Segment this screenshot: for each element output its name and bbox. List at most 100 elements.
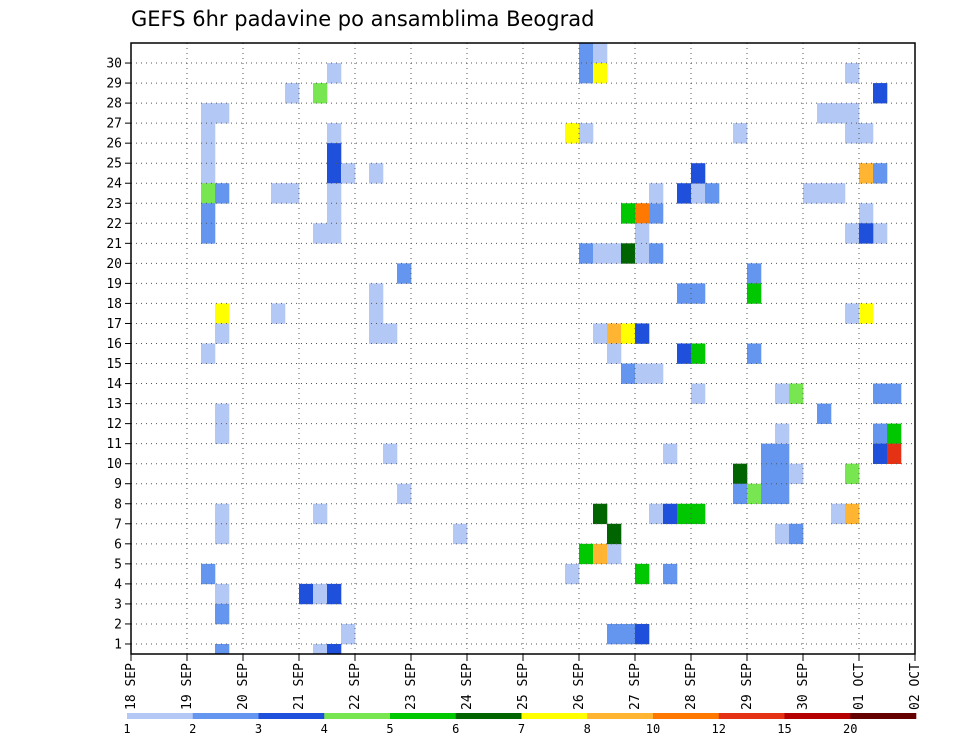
y-tick-label: 23 [106,197,122,212]
precip-cell [859,203,874,224]
precip-cell [635,223,650,244]
precip-cell [691,343,706,364]
precip-cell [635,243,650,264]
precip-cell [747,283,762,304]
y-tick-label: 26 [106,137,122,152]
y-tick-label: 12 [106,417,122,432]
precip-cell [607,543,622,565]
precip-cell [327,643,342,655]
precip-cell [201,203,216,224]
colorbar-segment [324,713,391,719]
y-tick-label: 27 [106,117,122,132]
colorbar-label: 5 [386,722,393,736]
precip-cell [845,463,860,485]
precip-cell [565,123,580,144]
precip-cell [383,443,398,464]
precip-cell [215,403,230,424]
precip-cell [761,463,776,485]
colorbar: 1 2 3 4 5 6 7 8 10 12 15 20 [123,713,917,736]
precip-cell [327,123,342,144]
precip-cell [663,503,678,525]
precip-cell [341,623,356,645]
precip-cell [593,323,608,344]
precip-cell [327,63,342,84]
x-tick-label: 01 OCT [852,663,867,710]
precip-cell [215,183,230,204]
y-tick-label: 21 [106,237,122,252]
y-tick-label: 8 [114,497,122,512]
x-tick-label: 26 SEP [572,663,587,710]
precip-cell [313,643,328,655]
precip-cell [789,523,804,545]
y-tick-label: 7 [114,517,122,532]
precip-cell [607,243,622,264]
precip-cell [775,463,790,485]
x-tick-label: 19 SEP [180,663,195,710]
x-axis: 18 SEP 19 SEP 20 SEP 21 SEP 22 SEP 23 SEP 24 S… [124,654,923,710]
y-axis: 1234567891011121314151617181920212223242… [106,57,131,652]
y-tick-label: 3 [114,597,122,612]
y-tick-label: 5 [114,557,122,572]
x-tick-label: 18 SEP [124,663,139,710]
precip-cell [201,223,216,244]
precip-cell [747,263,762,284]
colorbar-segment [390,713,457,719]
y-tick-label: 18 [106,297,122,312]
y-tick-label: 17 [106,317,122,332]
precip-cell [215,103,230,124]
precip-cell [369,303,384,324]
precip-cell [635,623,650,645]
precip-cell [635,363,650,384]
y-tick-label: 20 [106,257,122,272]
precip-cell [733,463,748,485]
precip-cell [607,323,622,344]
precip-cell [649,363,664,384]
y-tick-label: 4 [114,577,122,592]
y-tick-label: 25 [106,157,122,172]
precip-cell [887,443,902,464]
precip-cell [285,83,300,104]
precip-cell [201,163,216,184]
precip-cell [215,303,230,324]
precip-cell [565,563,580,585]
precip-cell [845,303,860,324]
precip-cell [649,203,664,224]
precip-cell [691,183,706,204]
precip-cell [873,383,888,404]
precip-cell [621,203,636,224]
precip-cell [775,523,790,545]
precip-cell [873,443,888,464]
precip-cell [593,503,608,525]
precip-cell [859,163,874,184]
colorbar-segment [850,713,917,719]
precip-cell [873,423,888,444]
precip-cell [215,323,230,344]
precip-cell [607,343,622,364]
precip-cell [635,323,650,344]
colorbar-segment [192,713,259,719]
colorbar-label: 12 [712,722,726,736]
precip-cell [677,283,692,304]
precip-cell [621,363,636,384]
x-tick-label: 02 OCT [908,663,923,710]
precip-cell [775,423,790,444]
precip-cell [747,483,762,505]
precip-cell [761,483,776,505]
precip-cell [635,563,650,585]
y-tick-label: 1 [114,637,122,652]
precip-cell [649,243,664,264]
precip-cell [215,423,230,444]
precip-cell [369,283,384,304]
precip-cell [215,503,230,525]
precip-cell [775,383,790,404]
precip-cells [201,43,902,655]
precip-cell [579,43,594,64]
colorbar-label: 10 [646,722,660,736]
x-tick-label: 22 SEP [348,663,363,710]
grid-lines [131,43,916,654]
precip-cell [845,503,860,525]
precip-cell [215,583,230,605]
precip-cell [831,103,846,124]
precip-cell [327,143,342,164]
precip-cell [593,243,608,264]
